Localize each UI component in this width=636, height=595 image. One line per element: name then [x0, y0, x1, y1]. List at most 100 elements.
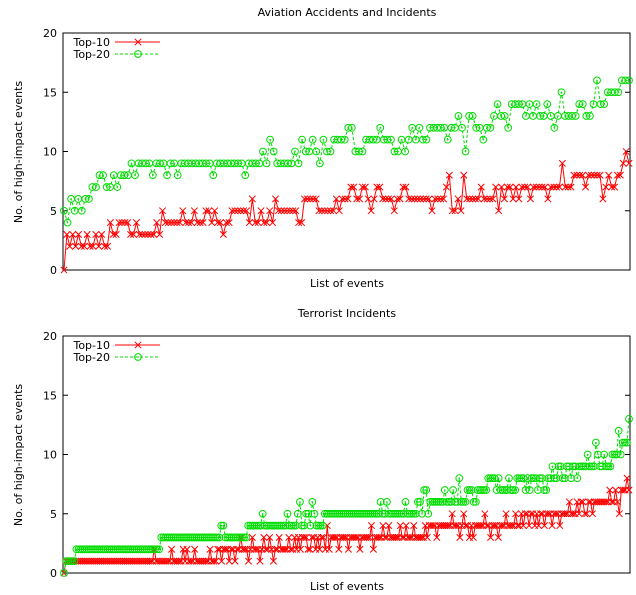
data-point [411, 135, 420, 144]
data-point [497, 183, 506, 191]
data-point [538, 183, 546, 191]
data-point [118, 219, 126, 227]
data-point [397, 509, 406, 518]
data-point [560, 474, 569, 483]
data-point [589, 462, 598, 471]
data-point [504, 123, 513, 132]
data-point [382, 195, 390, 203]
data-point [234, 207, 242, 215]
data-point [187, 219, 196, 227]
data-point [279, 521, 288, 530]
data-point [316, 521, 325, 530]
data-point [315, 159, 324, 168]
data-point [596, 171, 604, 179]
data-point [277, 207, 285, 215]
data-point [437, 195, 445, 203]
data-point [60, 569, 68, 577]
data-point [576, 171, 584, 179]
data-point [321, 207, 329, 215]
data-point [477, 522, 485, 530]
data-point [419, 195, 427, 203]
data-point [518, 183, 526, 191]
data-point [112, 230, 120, 239]
data-point [266, 135, 275, 144]
data-point [124, 171, 132, 180]
data-point [366, 533, 374, 542]
data-point [488, 474, 497, 483]
data-point [613, 498, 622, 506]
legend-marker-top10 [134, 38, 142, 46]
data-point [300, 521, 308, 530]
data-point [296, 498, 304, 506]
data-point [606, 486, 614, 494]
data-point [294, 159, 303, 168]
data-point [451, 207, 459, 215]
data-point [237, 207, 245, 215]
data-point [625, 159, 633, 167]
data-point [408, 123, 417, 132]
data-point [615, 510, 623, 518]
series-points-top-10 [60, 147, 633, 274]
data-point [575, 510, 583, 518]
data-point [552, 510, 560, 518]
data-point [308, 533, 316, 542]
data-point [63, 218, 72, 227]
data-point [587, 462, 596, 471]
data-point [356, 545, 364, 553]
data-point [109, 171, 118, 180]
data-point [513, 522, 522, 530]
data-point [306, 521, 315, 530]
data-point [252, 545, 260, 553]
data-point [451, 498, 460, 506]
data-point [101, 242, 109, 250]
y-axis-label: No. of high-impact events [12, 384, 25, 526]
data-point [84, 195, 93, 203]
y-axis: 0 5 10 15 20 [43, 27, 630, 277]
data-point [489, 195, 497, 203]
legend-label-top10: Top-10 [72, 36, 110, 49]
data-point [405, 195, 413, 203]
data-point [147, 230, 155, 239]
data-point [604, 462, 613, 471]
data-point [586, 112, 594, 120]
data-point [254, 521, 263, 530]
data-point [161, 219, 169, 227]
data-point [148, 171, 157, 180]
data-point [452, 522, 460, 530]
data-point [625, 415, 633, 423]
data-point [593, 171, 601, 179]
data-point [583, 510, 591, 518]
data-point [316, 545, 324, 553]
data-point [614, 88, 623, 97]
data-point [217, 521, 226, 530]
data-point [379, 522, 387, 530]
data-point [458, 123, 466, 132]
data-point [286, 207, 294, 215]
data-point [216, 219, 225, 227]
y-tick-label: 15 [43, 86, 57, 99]
data-point [429, 522, 437, 530]
data-point [606, 462, 615, 471]
data-point [269, 219, 277, 227]
data-point [556, 462, 565, 471]
legend-marker-symbol [134, 341, 142, 349]
data-point [259, 147, 267, 156]
data-point [361, 183, 369, 191]
data-point [202, 207, 210, 215]
data-point [318, 521, 327, 530]
data-point [376, 183, 384, 191]
legend-label-top20: Top-20 [72, 351, 110, 364]
data-point [519, 522, 527, 530]
data-point [390, 207, 398, 215]
data-point [164, 219, 172, 227]
data-point [413, 195, 422, 203]
data-point [382, 498, 391, 506]
data-point [244, 557, 253, 565]
data-point [492, 183, 500, 191]
data-point [401, 147, 410, 156]
data-point [544, 474, 553, 483]
data-point [308, 498, 317, 506]
data-point [567, 183, 575, 191]
data-point [340, 135, 349, 144]
